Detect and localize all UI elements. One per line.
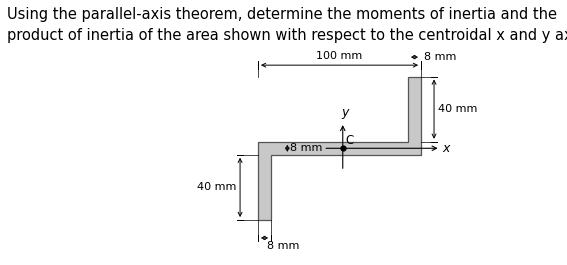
Text: 40 mm: 40 mm xyxy=(438,104,477,114)
Text: 40 mm: 40 mm xyxy=(197,182,236,192)
Text: 8 mm: 8 mm xyxy=(424,52,456,62)
Text: Using the parallel-axis theorem, determine the moments of inertia and the
produc: Using the parallel-axis theorem, determi… xyxy=(7,7,567,43)
Text: y: y xyxy=(341,106,349,119)
Polygon shape xyxy=(258,77,421,220)
Text: x: x xyxy=(443,142,450,155)
Text: 8 mm: 8 mm xyxy=(290,143,323,153)
Text: C: C xyxy=(346,134,354,147)
Text: 100 mm: 100 mm xyxy=(316,51,363,61)
Text: 8 mm: 8 mm xyxy=(266,241,299,251)
